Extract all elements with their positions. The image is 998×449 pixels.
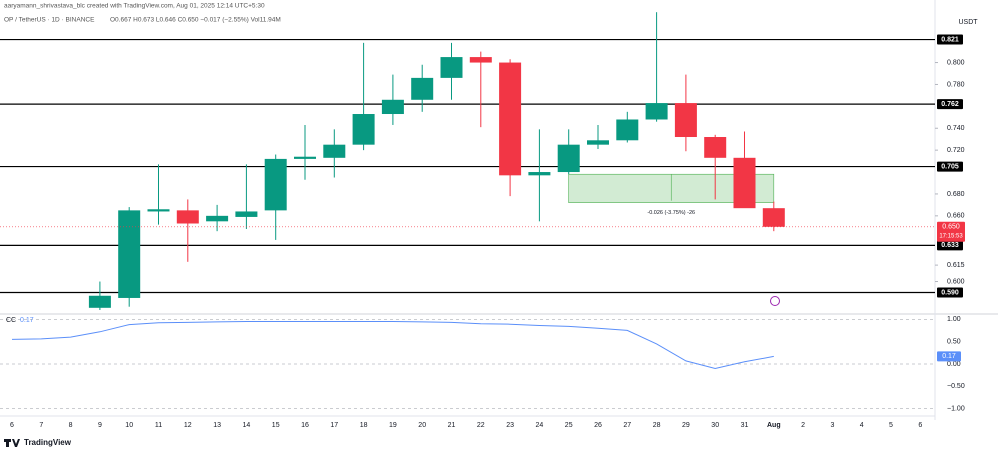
x-tick-label: 6: [918, 422, 922, 429]
y-tick-label: 0.660: [947, 213, 965, 220]
cc-name: CC: [6, 317, 16, 324]
candle-body: [118, 210, 141, 298]
y-tick-label: 0.800: [947, 59, 965, 66]
candle-body: [674, 103, 697, 138]
y-tick-label: 0.720: [947, 147, 965, 154]
candle-body: [352, 114, 375, 145]
x-tick-label: 21: [448, 422, 456, 429]
x-tick-label: 5: [889, 422, 893, 429]
y-tick-label: 0.680: [947, 191, 965, 198]
y-tick-label: 0.780: [947, 81, 965, 88]
x-tick-label: 27: [623, 422, 631, 429]
cc-tick-label: −1.00: [947, 406, 965, 413]
x-tick-label: 25: [565, 422, 573, 429]
ohlc: O0.667 H0.673 L0.646 C0.650 −0.017 (−2.5…: [110, 17, 281, 24]
x-tick-label: 20: [418, 422, 426, 429]
cc-line: [11, 321, 774, 370]
cc-value: 0.17: [20, 317, 34, 324]
candle-body: [469, 57, 492, 63]
candle-body: [235, 211, 258, 217]
cc-tick-label: 1.00: [947, 316, 961, 323]
countdown: 17:15:53: [939, 233, 963, 239]
level-label: 0.821: [941, 36, 959, 43]
x-tick-label: 2: [801, 422, 805, 429]
x-tick-label: 8: [69, 422, 73, 429]
candle-body: [147, 209, 170, 212]
measure-label: -0.026 (-3.75%) -26: [647, 210, 695, 216]
candle-body: [88, 295, 111, 308]
y-tick-label: 0.740: [947, 125, 965, 132]
current-price-label: 0.650: [942, 224, 960, 231]
candle-body: [528, 172, 551, 176]
level-label-box: [937, 240, 963, 251]
candle-body: [704, 137, 727, 158]
candle-body: [294, 156, 316, 159]
candle-body: [587, 140, 609, 145]
level-label: 0.590: [941, 289, 959, 296]
x-tick-label: 7: [39, 422, 43, 429]
x-tick-label: 4: [860, 422, 864, 429]
level-label: 0.633: [941, 242, 959, 249]
cc-value-box: [937, 351, 961, 362]
x-tick-label: 9: [98, 422, 102, 429]
level-label-box: [937, 99, 963, 110]
candle-body: [411, 77, 434, 100]
x-tick-label: 26: [594, 422, 602, 429]
x-tick-label: 23: [506, 422, 514, 429]
current-price-box: [937, 221, 965, 242]
candle-body: [440, 57, 463, 78]
level-label-box: [937, 287, 963, 298]
currency: USDT: [958, 19, 978, 26]
cc-tick-label: −0.50: [947, 383, 965, 390]
x-tick-label: 24: [536, 422, 544, 429]
x-tick-label: 22: [477, 422, 485, 429]
x-tick-label: 13: [213, 422, 221, 429]
candle-body: [645, 103, 668, 120]
candle-body: [499, 62, 522, 176]
x-tick-label: 17: [330, 422, 338, 429]
level-label: 0.762: [941, 101, 959, 108]
candle-body: [762, 208, 785, 227]
symbol: OP / TetherUS · 1D · BINANCE: [4, 17, 95, 24]
x-tick-label: 16: [301, 422, 309, 429]
candle-body: [176, 210, 199, 224]
x-tick-label: 19: [389, 422, 397, 429]
cc-value-label: 0.17: [942, 353, 956, 360]
candle-body: [206, 215, 229, 222]
cc-tick-label: 0.50: [947, 338, 961, 345]
x-tick-label: 14: [243, 422, 251, 429]
candle-body: [264, 158, 287, 211]
x-tick-label: 10: [125, 422, 133, 429]
candle-body: [616, 119, 639, 141]
x-tick-label: 15: [272, 422, 280, 429]
x-tick-label: 29: [682, 422, 690, 429]
x-tick-label: 3: [830, 422, 834, 429]
x-tick-label: 28: [653, 422, 661, 429]
x-tick-label: 18: [360, 422, 368, 429]
candle-body: [557, 144, 580, 173]
brand-logo: [4, 439, 20, 447]
y-tick-label: 0.600: [947, 278, 965, 285]
level-label-box: [937, 161, 963, 172]
x-tick-label: 12: [184, 422, 192, 429]
candle-body: [381, 99, 404, 115]
x-tick-label: 11: [155, 422, 162, 429]
candle-body: [323, 144, 346, 158]
x-tick-label: 30: [711, 422, 719, 429]
x-tick-label: Aug: [767, 422, 781, 429]
x-tick-label: 6: [10, 422, 14, 429]
credit: aaryamann_shrivastava_blc created with T…: [4, 3, 265, 10]
level-label-box: [937, 34, 963, 45]
candle-body: [733, 157, 756, 209]
brand: TradingView: [24, 438, 72, 447]
level-label: 0.705: [941, 163, 959, 170]
y-tick-label: 0.615: [947, 262, 965, 269]
cc-tick-label: 0.00: [947, 361, 961, 368]
x-tick-label: 31: [741, 422, 749, 429]
event-icon[interactable]: [770, 296, 780, 306]
